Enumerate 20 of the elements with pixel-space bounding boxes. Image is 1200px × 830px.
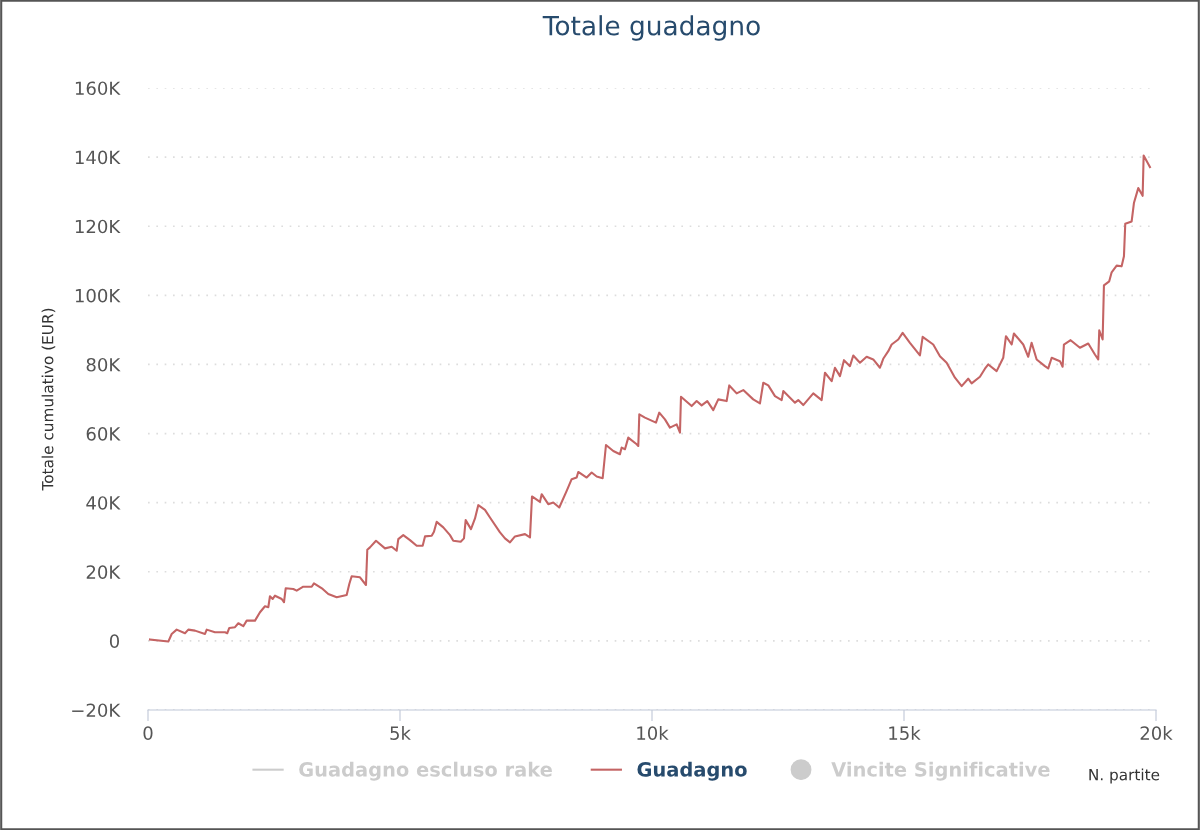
y-tick-label: 140K xyxy=(75,150,121,165)
y-tick-label: 120K xyxy=(75,219,121,234)
x-tick-label: 0 xyxy=(143,726,153,740)
y-tick-label: 80K xyxy=(86,357,121,372)
y-tick-label: −20K xyxy=(72,703,121,718)
x-tick-label: 15k xyxy=(889,725,921,740)
legend-label: Guadagno xyxy=(637,761,747,781)
y-tick-label: 20K xyxy=(86,565,121,579)
y-tick-label: 160K xyxy=(75,81,121,96)
x-tick-label: 5k xyxy=(390,725,411,740)
line-series xyxy=(148,154,1151,643)
x-tick-label: 10k xyxy=(637,725,669,740)
x-axis-title: N. partite xyxy=(1089,768,1160,784)
chart-title: Totale guadagno xyxy=(542,15,760,41)
y-tick-label: 60K xyxy=(86,427,121,441)
y-tick-label: 40K xyxy=(86,496,121,510)
y-tick-label: 0 xyxy=(109,634,120,649)
x-tick-label: 20k xyxy=(1140,725,1173,740)
y-axis-title: Totale cumulativo (EUR) xyxy=(41,308,56,491)
y-tick-label: 100K xyxy=(75,288,121,303)
